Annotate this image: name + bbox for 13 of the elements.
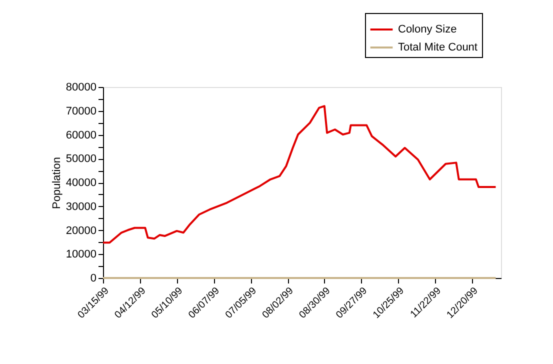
legend-label: Colony Size: [398, 24, 457, 36]
y-tick-label: 20000: [66, 224, 96, 237]
legend-label: Total Mite Count: [398, 42, 478, 54]
y-axis-title: Population: [50, 157, 63, 209]
line-series: [102, 105, 497, 244]
y-tick-label: 40000: [66, 177, 96, 189]
y-tick-label: 10000: [66, 248, 96, 261]
y-tick-label: 80000: [66, 82, 96, 94]
y-tick-label: 60000: [66, 129, 96, 142]
y-tick-label: 50000: [66, 153, 96, 166]
y-tick-label: 30000: [66, 200, 96, 213]
y-tick-label: 70000: [66, 105, 96, 118]
y-tick-label: 0: [90, 272, 96, 284]
